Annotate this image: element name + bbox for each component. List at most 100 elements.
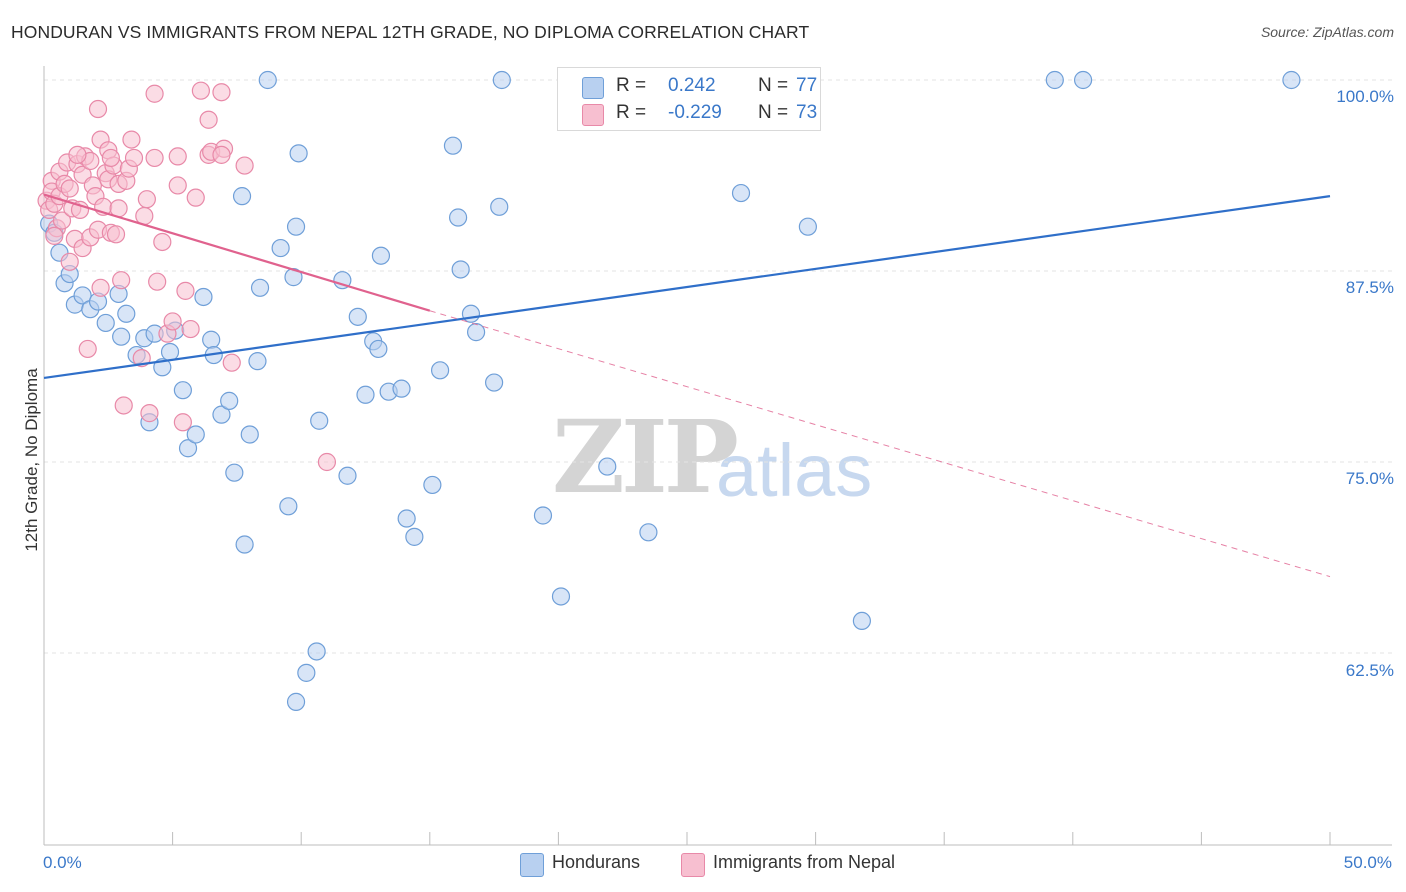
- nepal-point: [186, 188, 205, 207]
- honduran-point: [798, 217, 817, 236]
- honduran-point: [466, 323, 486, 342]
- y-tick-100: 100.0%: [1336, 87, 1394, 106]
- nepal-point: [163, 312, 182, 331]
- honduran-point: [423, 475, 442, 495]
- nepal-point: [91, 278, 110, 297]
- nepal-point: [68, 145, 87, 164]
- nepal-point: [78, 339, 97, 359]
- honduran-point: [117, 304, 136, 323]
- series-legend: Hondurans Immigrants from Nepal: [0, 852, 1406, 877]
- honduran-point: [551, 587, 571, 606]
- honduran-point: [1282, 70, 1301, 90]
- legend-r-label: R =: [616, 102, 647, 123]
- legend-label-nepal: Immigrants from Nepal: [713, 852, 896, 872]
- honduran-point: [194, 287, 213, 307]
- nepal-point: [235, 156, 254, 175]
- legend-r-value: -0.229: [668, 102, 722, 123]
- nepal-point: [45, 226, 64, 245]
- honduran-point: [397, 509, 416, 528]
- nepal-point: [317, 452, 337, 472]
- nepal-point: [222, 353, 241, 372]
- nepal-point: [199, 110, 218, 129]
- nepal-point: [140, 404, 159, 423]
- honduran-point: [286, 692, 306, 711]
- honduran-point: [405, 527, 424, 546]
- x-tick-left: 0.0%: [43, 853, 82, 872]
- honduran-point: [430, 361, 450, 380]
- honduran-point: [852, 611, 871, 631]
- trend-lines: [43, 193, 1331, 578]
- honduran-point: [178, 439, 198, 458]
- legend-n-value: 73: [796, 102, 818, 123]
- legend-n-label: N =: [758, 75, 789, 96]
- nepal-point: [176, 281, 195, 300]
- honduran-point: [279, 497, 298, 516]
- honduran-point: [1073, 70, 1093, 90]
- honduran-point: [307, 642, 326, 661]
- honduran-point: [225, 463, 244, 482]
- honduran-point: [448, 208, 468, 227]
- honduran-point: [232, 187, 252, 206]
- series-hondurans-points: [40, 70, 1301, 711]
- nepal-point: [114, 396, 133, 415]
- honduran-point: [443, 136, 463, 155]
- nepal-point: [60, 179, 79, 198]
- honduran-point: [1045, 70, 1064, 90]
- nepal-point: [132, 348, 151, 368]
- honduran-point: [112, 327, 131, 346]
- honduran-point: [235, 535, 254, 554]
- nepal-point: [112, 271, 131, 290]
- nepal-point: [137, 190, 156, 209]
- honduran-point: [240, 425, 259, 444]
- honduran-point: [639, 523, 658, 542]
- chart-title: HONDURAN VS IMMIGRANTS FROM NEPAL 12TH G…: [11, 22, 810, 42]
- trend-line-hondurans: [43, 195, 1331, 380]
- y-tick-62-5: 62.5%: [1345, 661, 1394, 680]
- nepal-point: [191, 81, 210, 100]
- honduran-point: [258, 70, 277, 90]
- watermark-zip: ZIP: [552, 398, 739, 516]
- y-tick-75: 75.0%: [1345, 469, 1394, 488]
- y-axis-label: 12th Grade, No Diploma: [22, 368, 41, 552]
- honduran-point: [492, 70, 511, 90]
- legend-swatch-pink: [582, 104, 604, 126]
- honduran-point: [392, 379, 411, 398]
- watermark-atlas: atlas: [716, 429, 873, 512]
- legend-swatch-nepal: [681, 853, 705, 877]
- x-tick-right: 50.0%: [1343, 853, 1392, 872]
- trend-line-nepal: [43, 193, 431, 312]
- nepal-point: [101, 148, 120, 168]
- legend-label-hondurans: Hondurans: [552, 852, 641, 872]
- legend-swatch-blue: [582, 77, 604, 99]
- legend-n-label: N =: [758, 102, 789, 123]
- honduran-point: [250, 278, 270, 297]
- legend-r-label: R =: [616, 75, 647, 96]
- legend-n-value: 77: [796, 75, 818, 96]
- honduran-point: [356, 385, 375, 404]
- nepal-point: [122, 130, 141, 149]
- source-credit: Source: ZipAtlas.com: [1260, 24, 1394, 40]
- honduran-point: [186, 425, 205, 444]
- axes: [43, 66, 1392, 846]
- honduran-point: [297, 663, 316, 682]
- honduran-point: [333, 271, 352, 290]
- nepal-point: [168, 147, 187, 166]
- honduran-point: [310, 411, 329, 430]
- nepal-point: [181, 319, 200, 339]
- legend-swatch-hondurans: [520, 853, 544, 877]
- y-tick-87-5: 87.5%: [1345, 278, 1394, 297]
- nepal-point: [124, 148, 144, 168]
- nepal-point: [145, 84, 164, 103]
- honduran-point: [96, 313, 115, 333]
- honduran-point: [212, 405, 231, 424]
- legend-r-value: 0.242: [668, 75, 716, 96]
- correlation-legend: R = 0.242 N = 77 R = -0.229 N = 73: [557, 67, 821, 131]
- series-nepal-points: [37, 81, 337, 472]
- nepal-point: [145, 148, 164, 168]
- nepal-point: [88, 99, 108, 119]
- honduran-point: [289, 144, 308, 163]
- honduran-point: [348, 307, 367, 326]
- honduran-point: [271, 238, 290, 258]
- honduran-point: [286, 217, 306, 236]
